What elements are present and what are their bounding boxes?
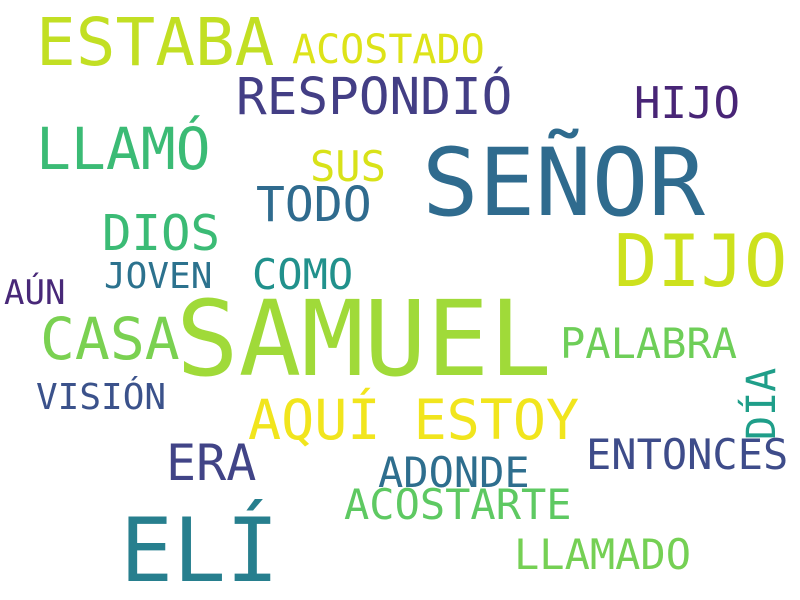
word-entonces: ENTONCES: [586, 430, 789, 479]
word-eli: ELÍ: [120, 499, 279, 600]
word-era: ERA: [166, 434, 257, 492]
word-adonde: ADONDE: [378, 448, 530, 497]
word-palabra: PALABRA: [560, 319, 738, 368]
word-dia: DÍA: [739, 367, 785, 440]
word-acostarte: ACOSTARTE: [344, 480, 572, 529]
word-llamo: LLAMÓ: [36, 115, 211, 183]
word-casa: CASA: [40, 305, 180, 373]
word-hijo: HIJO: [634, 78, 740, 129]
word-acostado: ACOSTADO: [292, 27, 485, 73]
word-sus: SUS: [310, 142, 386, 191]
word-senor: SEÑOR: [422, 129, 705, 238]
word-joven: JOVEN: [104, 256, 213, 297]
word-vision: VISIÓN: [36, 377, 167, 418]
word-estaba: ESTABA: [36, 4, 275, 81]
word-todo: TODO: [256, 177, 372, 233]
word-como: COMO: [252, 250, 354, 299]
word-dios: DIOS: [102, 205, 221, 262]
word-respondio: RESPONDIÓ: [236, 68, 513, 127]
word-samuel: SAMUEL: [176, 278, 552, 400]
word-aqui-estoy: AQUÍ ESTOY: [248, 388, 580, 452]
word-llamado: LLAMADO: [514, 530, 692, 579]
word-aun: AÚN: [4, 273, 66, 313]
word-dijo: DIJO: [614, 219, 788, 303]
